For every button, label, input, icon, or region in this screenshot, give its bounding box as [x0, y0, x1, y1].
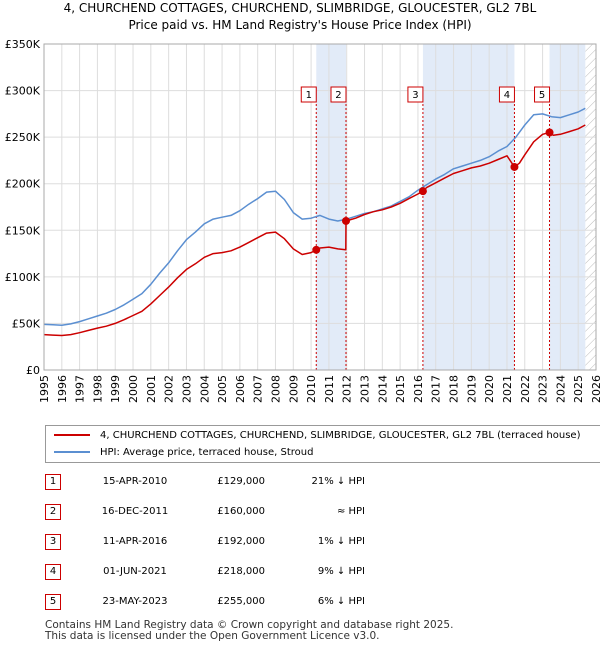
x-tick-label: 2008 [269, 375, 282, 403]
sale-number-badge: 3 [45, 534, 61, 550]
sale-date: 16-DEC-2011 [101, 506, 169, 517]
sale-point [341, 216, 350, 225]
legend-swatch-price [54, 434, 90, 436]
x-tick-label: 2002 [163, 375, 176, 403]
x-tick-label: 2006 [234, 375, 247, 403]
x-tick-label: 2004 [198, 375, 211, 403]
x-tick-label: 2009 [287, 375, 300, 403]
y-tick-label: £250K [5, 131, 41, 144]
x-tick-label: 2017 [430, 375, 443, 403]
footer: Contains HM Land Registry data © Crown c… [45, 620, 453, 642]
sale-number-box [534, 86, 551, 103]
sale-number-box [407, 86, 424, 103]
x-tick-label: 2019 [465, 375, 478, 403]
x-tick-label: 2005 [216, 375, 229, 403]
x-tick-label: 2020 [483, 375, 496, 403]
sale-date: 11-APR-2016 [102, 536, 168, 547]
sale-point [418, 187, 427, 196]
x-tick-label: 2024 [554, 375, 567, 403]
x-tick-label: 1995 [38, 375, 51, 403]
x-tick-label: 2013 [359, 375, 372, 403]
legend-item-hpi: HPI: Average price, terraced house, Stro… [54, 445, 313, 461]
sale-number-label: 2 [335, 90, 341, 101]
shaded-span [549, 44, 586, 370]
sale-hpi-relation: 1% ↓ HPI [317, 536, 365, 547]
x-tick-label: 2022 [519, 375, 532, 403]
sale-number-badge: 2 [45, 504, 61, 520]
x-tick-label: 2016 [412, 375, 425, 403]
footer-copyright: Contains HM Land Registry data © Crown c… [45, 619, 454, 631]
sale-row: 1 15-APR-2010 £129,000 21% ↓ HPI [45, 472, 385, 492]
sale-number-label: 4 [504, 90, 510, 101]
sale-number-badge: 5 [45, 594, 61, 610]
y-tick-label: £200K [5, 178, 41, 191]
x-tick-label: 2000 [127, 375, 140, 403]
sale-date: 23-MAY-2023 [102, 596, 168, 607]
sale-date: 01-JUN-2021 [103, 566, 167, 577]
sale-hpi-relation: 6% ↓ HPI [317, 596, 365, 607]
x-tick-label: 1999 [109, 375, 122, 403]
sale-number-label: 5 [539, 90, 545, 101]
chart-title: 4, CHURCHEND COTTAGES, CHURCHEND, SLIMBR… [0, 0, 600, 34]
sale-row: 5 23-MAY-2023 £255,000 6% ↓ HPI [45, 592, 385, 612]
legend-item-price: 4, CHURCHEND COTTAGES, CHURCHEND, SLIMBR… [54, 428, 581, 444]
y-tick-label: £100K [5, 271, 41, 284]
x-tick-label: 2012 [341, 375, 354, 403]
x-tick-label: 1996 [56, 375, 69, 403]
x-tick-label: 1997 [74, 375, 87, 403]
x-tick-label: 2007 [252, 375, 265, 403]
sale-number-badge: 4 [45, 564, 61, 580]
x-tick-label: 2021 [501, 375, 514, 403]
sale-number-box [300, 86, 317, 103]
x-tick-label: 2026 [590, 375, 600, 403]
y-tick-label: £150K [5, 224, 41, 237]
legend-swatch-hpi [54, 451, 90, 453]
y-tick-label: £50K [12, 317, 41, 330]
sale-price: £129,000 [217, 476, 265, 487]
sale-number-box [330, 86, 347, 103]
sale-number-label: 1 [306, 90, 312, 101]
hpi-series-line [43, 107, 586, 327]
sale-price: £218,000 [217, 566, 265, 577]
sale-hpi-relation: ≈ HPI [336, 506, 365, 517]
sale-row: 4 01-JUN-2021 £218,000 9% ↓ HPI [45, 562, 385, 582]
footer-licence: This data is licensed under the Open Gov… [45, 630, 380, 642]
sale-price: £160,000 [217, 506, 265, 517]
sale-number-box [498, 86, 515, 103]
sale-hpi-relation: 9% ↓ HPI [317, 566, 365, 577]
chart-title-line-2: Price paid vs. HM Land Registry's House … [128, 18, 472, 32]
legend: 4, CHURCHEND COTTAGES, CHURCHEND, SLIMBR… [45, 425, 600, 463]
x-tick-label: 2001 [145, 375, 158, 403]
y-tick-label: £300K [5, 85, 41, 98]
sale-price: £192,000 [217, 536, 265, 547]
x-tick-label: 2025 [572, 375, 585, 403]
price-chart: £0 £50K £100K £150K £200K £250K £300K £350K 1995… [5, 38, 600, 403]
sale-date: 15-APR-2010 [102, 476, 168, 487]
chart-title-line-1: 4, CHURCHEND COTTAGES, CHURCHEND, SLIMBR… [63, 1, 537, 15]
legend-label-price: 4, CHURCHEND COTTAGES, CHURCHEND, SLIMBR… [100, 430, 581, 441]
x-tick-label: 2018 [448, 375, 461, 403]
y-tick-label: £350K [5, 38, 41, 51]
sale-row: 2 16-DEC-2011 £160,000 ≈ HPI [45, 502, 385, 522]
legend-label-hpi: HPI: Average price, terraced house, Stro… [100, 447, 314, 458]
x-tick-label: 1998 [91, 375, 104, 403]
sale-point [510, 162, 519, 171]
x-tick-label: 2014 [376, 375, 389, 403]
price-series-line [43, 124, 586, 337]
x-tick-label: 2010 [305, 375, 318, 403]
sale-row: 3 11-APR-2016 £192,000 1% ↓ HPI [45, 532, 385, 552]
x-tick-label: 2011 [323, 375, 336, 403]
sale-hpi-relation: 21% ↓ HPI [311, 476, 365, 487]
y-tick-label: £0 [26, 364, 40, 377]
x-tick-label: 2023 [537, 375, 550, 403]
sale-point [545, 128, 554, 137]
sale-point [312, 245, 321, 254]
sale-price: £255,000 [217, 596, 265, 607]
sale-number-label: 3 [412, 90, 418, 101]
x-tick-label: 2015 [394, 375, 407, 403]
sale-number-badge: 1 [45, 474, 61, 490]
x-tick-label: 2003 [180, 375, 193, 403]
plot-frame [43, 43, 597, 371]
forecast-hatch [585, 44, 596, 370]
